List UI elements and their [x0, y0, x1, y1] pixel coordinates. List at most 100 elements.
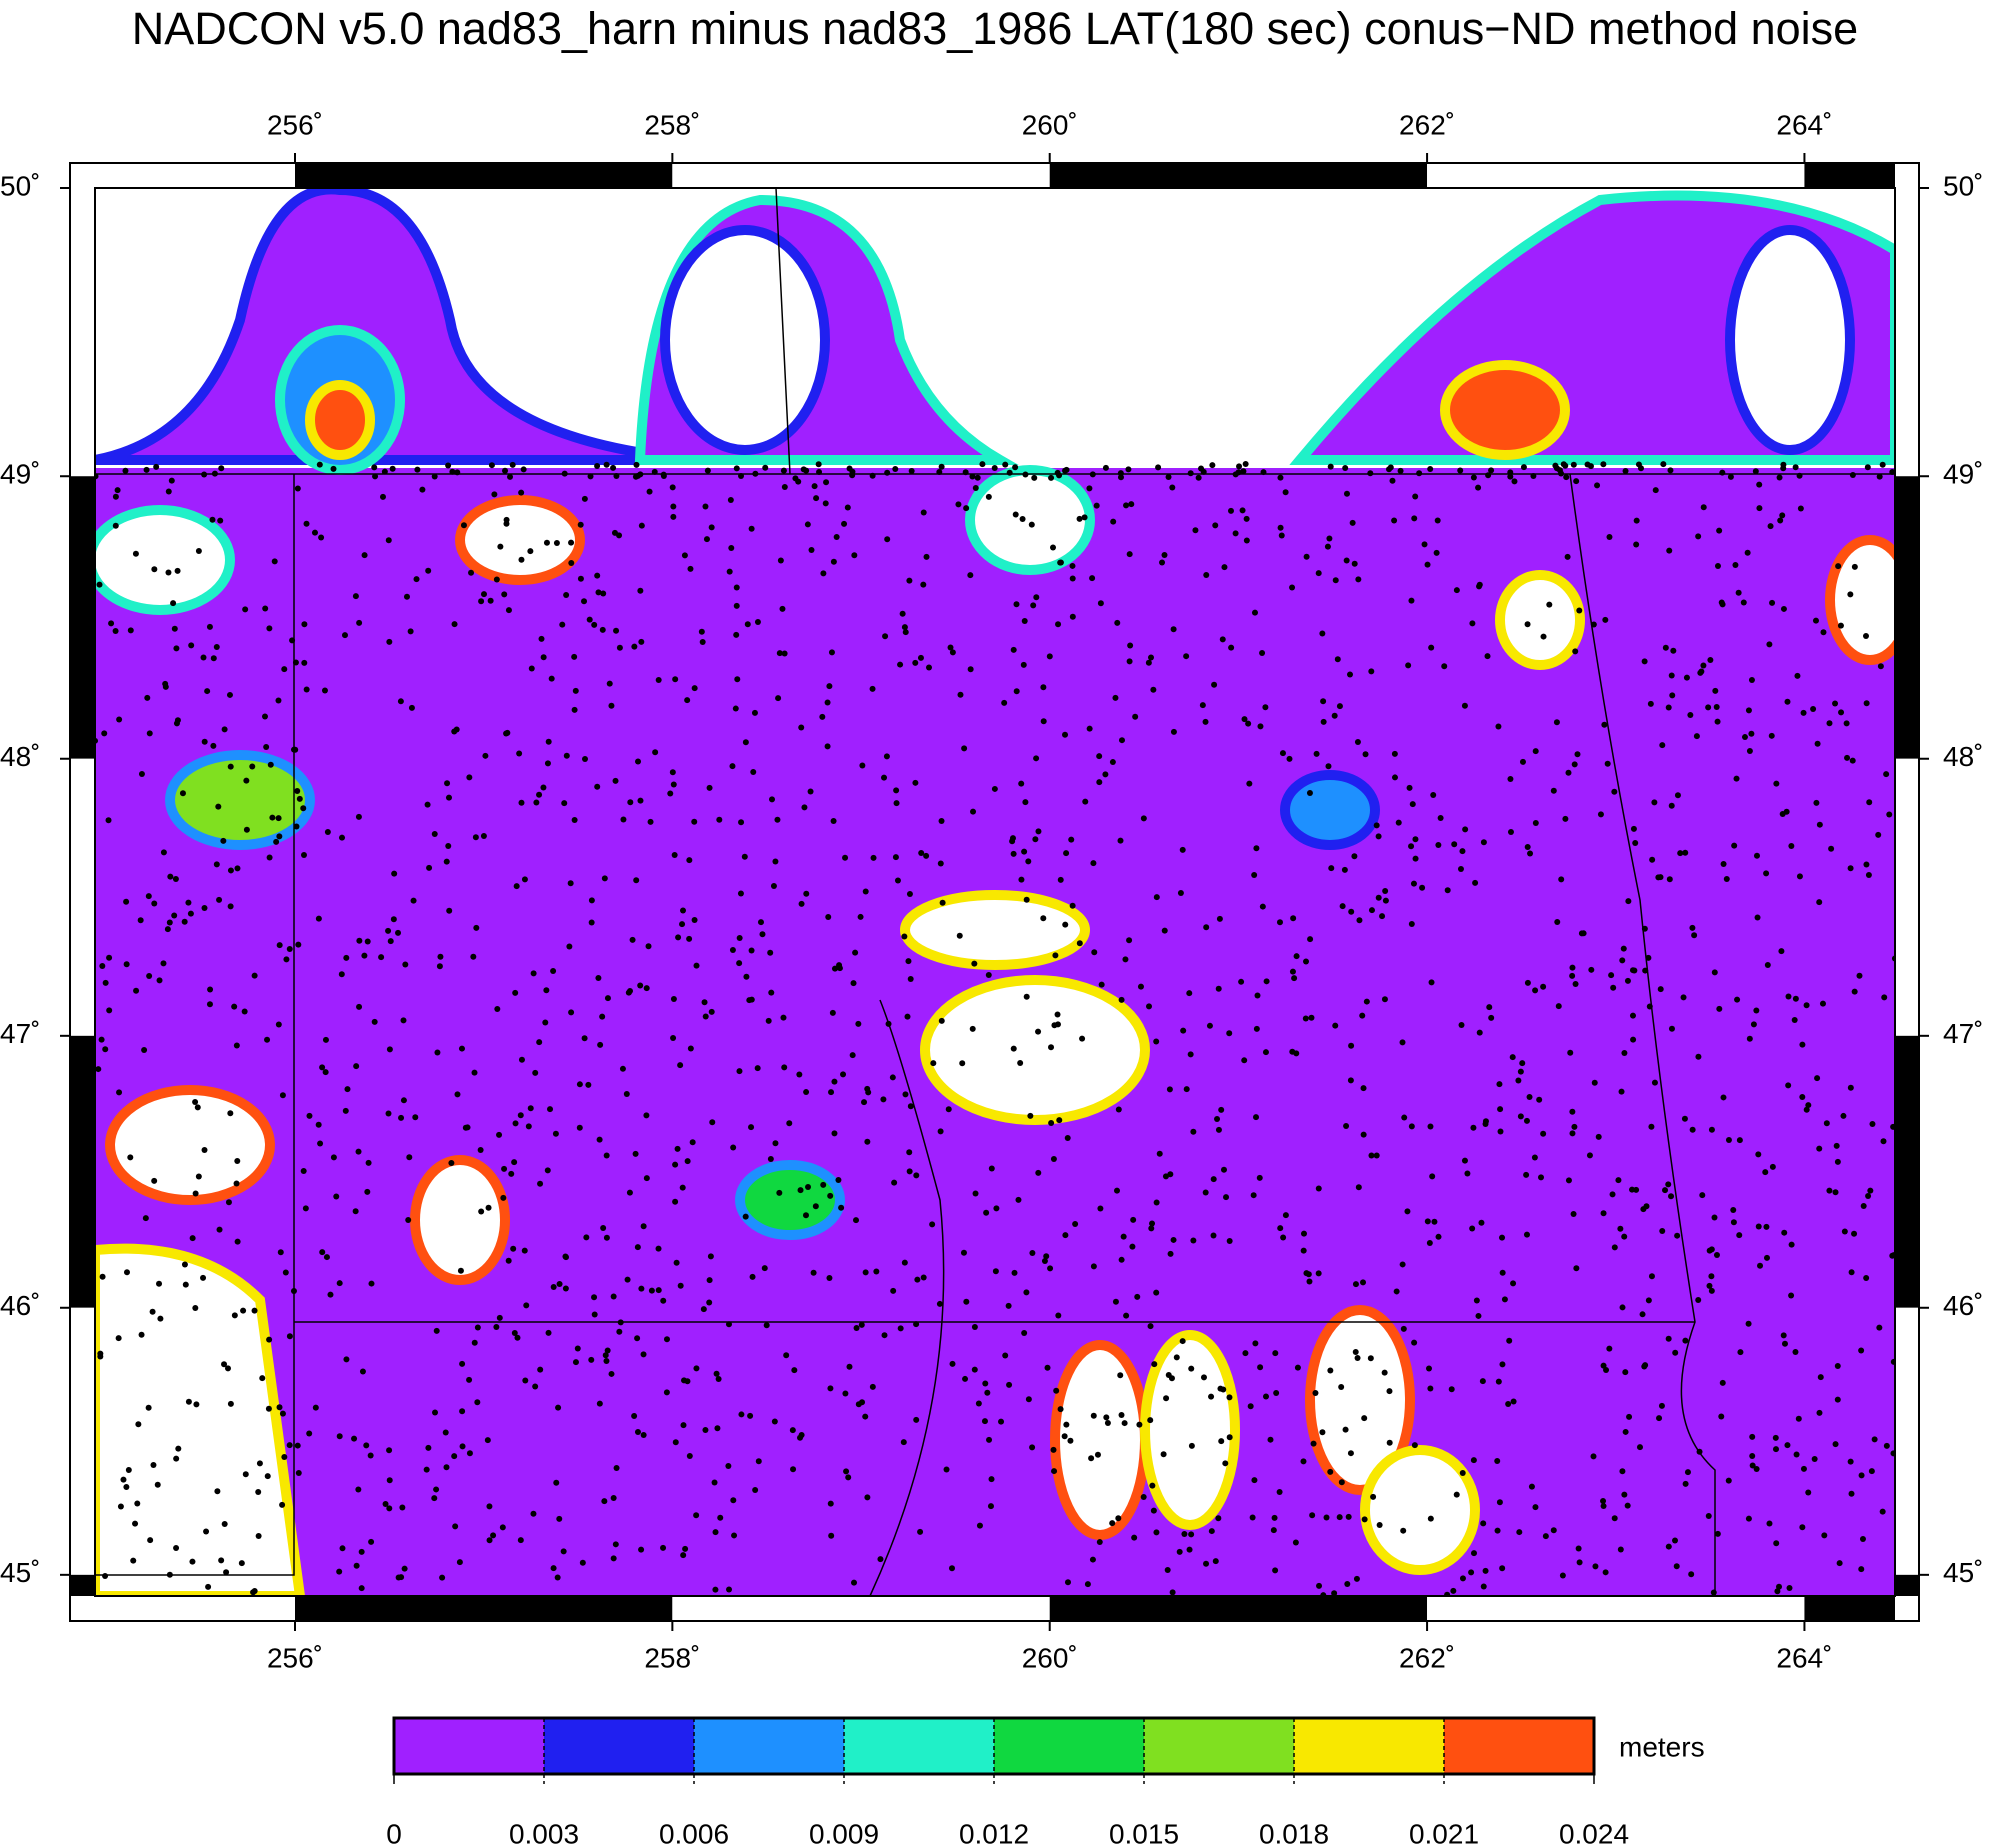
station-dot: [647, 818, 654, 825]
station-dot: [233, 1180, 240, 1187]
station-dot: [976, 1522, 983, 1529]
station-dot: [581, 598, 588, 605]
station-dot: [1713, 1251, 1720, 1258]
station-dot: [500, 1194, 507, 1201]
station-dot: [971, 960, 978, 967]
station-dot: [1611, 1244, 1618, 1251]
station-dot: [648, 1287, 655, 1294]
station-dot: [1343, 1122, 1350, 1129]
station-dot: [1766, 641, 1773, 648]
station-dot: [833, 534, 840, 541]
station-dot: [431, 473, 438, 480]
station-dot: [545, 738, 552, 745]
colorbar-label: meters: [1619, 1731, 1705, 1762]
station-dot: [493, 576, 500, 583]
station-dot: [1871, 1436, 1878, 1443]
station-dot: [189, 1558, 196, 1565]
station-dot: [1553, 719, 1560, 726]
station-dot: [783, 1352, 790, 1359]
station-dot: [423, 1466, 430, 1473]
station-dot: [925, 664, 932, 671]
station-dot: [1276, 919, 1283, 926]
station-dot: [849, 472, 856, 479]
station-dot: [1883, 771, 1890, 778]
station-dot: [608, 702, 615, 709]
station-dot: [1218, 1106, 1225, 1113]
station-dot: [536, 791, 543, 798]
frame-band: [1427, 163, 1805, 188]
station-dot: [1580, 930, 1587, 937]
station-dot: [1382, 888, 1389, 895]
station-dot: [869, 1383, 876, 1390]
station-dot: [400, 1017, 407, 1024]
station-dot: [749, 1273, 756, 1280]
station-dot: [1600, 1498, 1607, 1505]
station-dot: [1723, 875, 1730, 882]
y-tick-label: 46˚: [0, 1290, 40, 1321]
station-dot: [1659, 1228, 1666, 1235]
station-dot: [1293, 953, 1300, 960]
station-dot: [303, 686, 310, 693]
station-dot: [1324, 543, 1331, 550]
station-dot: [1680, 994, 1687, 1001]
station-dot: [204, 688, 211, 695]
station-dot: [96, 581, 103, 588]
station-dot: [117, 1503, 124, 1510]
station-dot: [1428, 644, 1435, 651]
station-dot: [160, 960, 167, 967]
station-dot: [906, 577, 913, 584]
station-dot: [386, 1046, 393, 1053]
station-dot: [1375, 894, 1382, 901]
station-dot: [672, 676, 679, 683]
station-dot: [638, 1546, 645, 1553]
station-dot: [626, 1189, 633, 1196]
station-dot: [1834, 1396, 1841, 1403]
station-dot: [1665, 704, 1672, 711]
station-dot: [1495, 723, 1502, 730]
station-dot: [1476, 1029, 1483, 1036]
station-dot: [1208, 1528, 1215, 1535]
station-dot: [767, 1155, 774, 1162]
x-tick-label: 258˚: [644, 1642, 700, 1673]
station-dot: [1307, 936, 1314, 943]
station-dot: [1523, 1231, 1530, 1238]
station-dot: [1370, 1493, 1377, 1500]
station-dot: [553, 540, 560, 547]
station-dot: [1745, 707, 1752, 714]
station-dot: [652, 749, 659, 756]
station-dot: [1072, 1221, 1079, 1228]
station-dot: [386, 638, 393, 645]
station-dot: [894, 877, 901, 884]
station-dot: [1412, 493, 1419, 500]
station-dot: [1148, 654, 1155, 661]
station-dot: [1469, 1225, 1476, 1232]
boundaries: [95, 188, 1895, 1596]
station-dot: [1306, 790, 1313, 797]
station-dot: [1890, 1123, 1895, 1130]
station-dot: [1118, 1256, 1125, 1263]
station-dot: [920, 581, 927, 588]
station-dot: [1153, 1199, 1160, 1206]
station-dot: [1820, 629, 1827, 636]
station-dot: [1858, 1347, 1865, 1354]
station-dot: [1064, 1579, 1071, 1586]
station-dot: [912, 779, 919, 786]
station-dot: [321, 687, 328, 694]
station-dot: [1179, 1338, 1186, 1345]
station-dot: [1867, 1187, 1874, 1194]
y-tick-label: 48˚: [1943, 741, 1983, 772]
station-dot: [1127, 642, 1134, 649]
station-dot: [1569, 964, 1576, 971]
station-dot: [1774, 1588, 1781, 1595]
station-dot: [985, 493, 992, 500]
station-dot: [1286, 755, 1293, 762]
station-dot: [446, 907, 453, 914]
station-dot: [627, 799, 634, 806]
station-dot: [135, 1421, 142, 1428]
station-dot: [1832, 700, 1839, 707]
station-dot: [599, 626, 606, 633]
station-dot: [540, 784, 547, 791]
x-tick-label: 256˚: [267, 1642, 323, 1673]
station-dot: [302, 1205, 309, 1212]
station-dot: [738, 819, 745, 826]
